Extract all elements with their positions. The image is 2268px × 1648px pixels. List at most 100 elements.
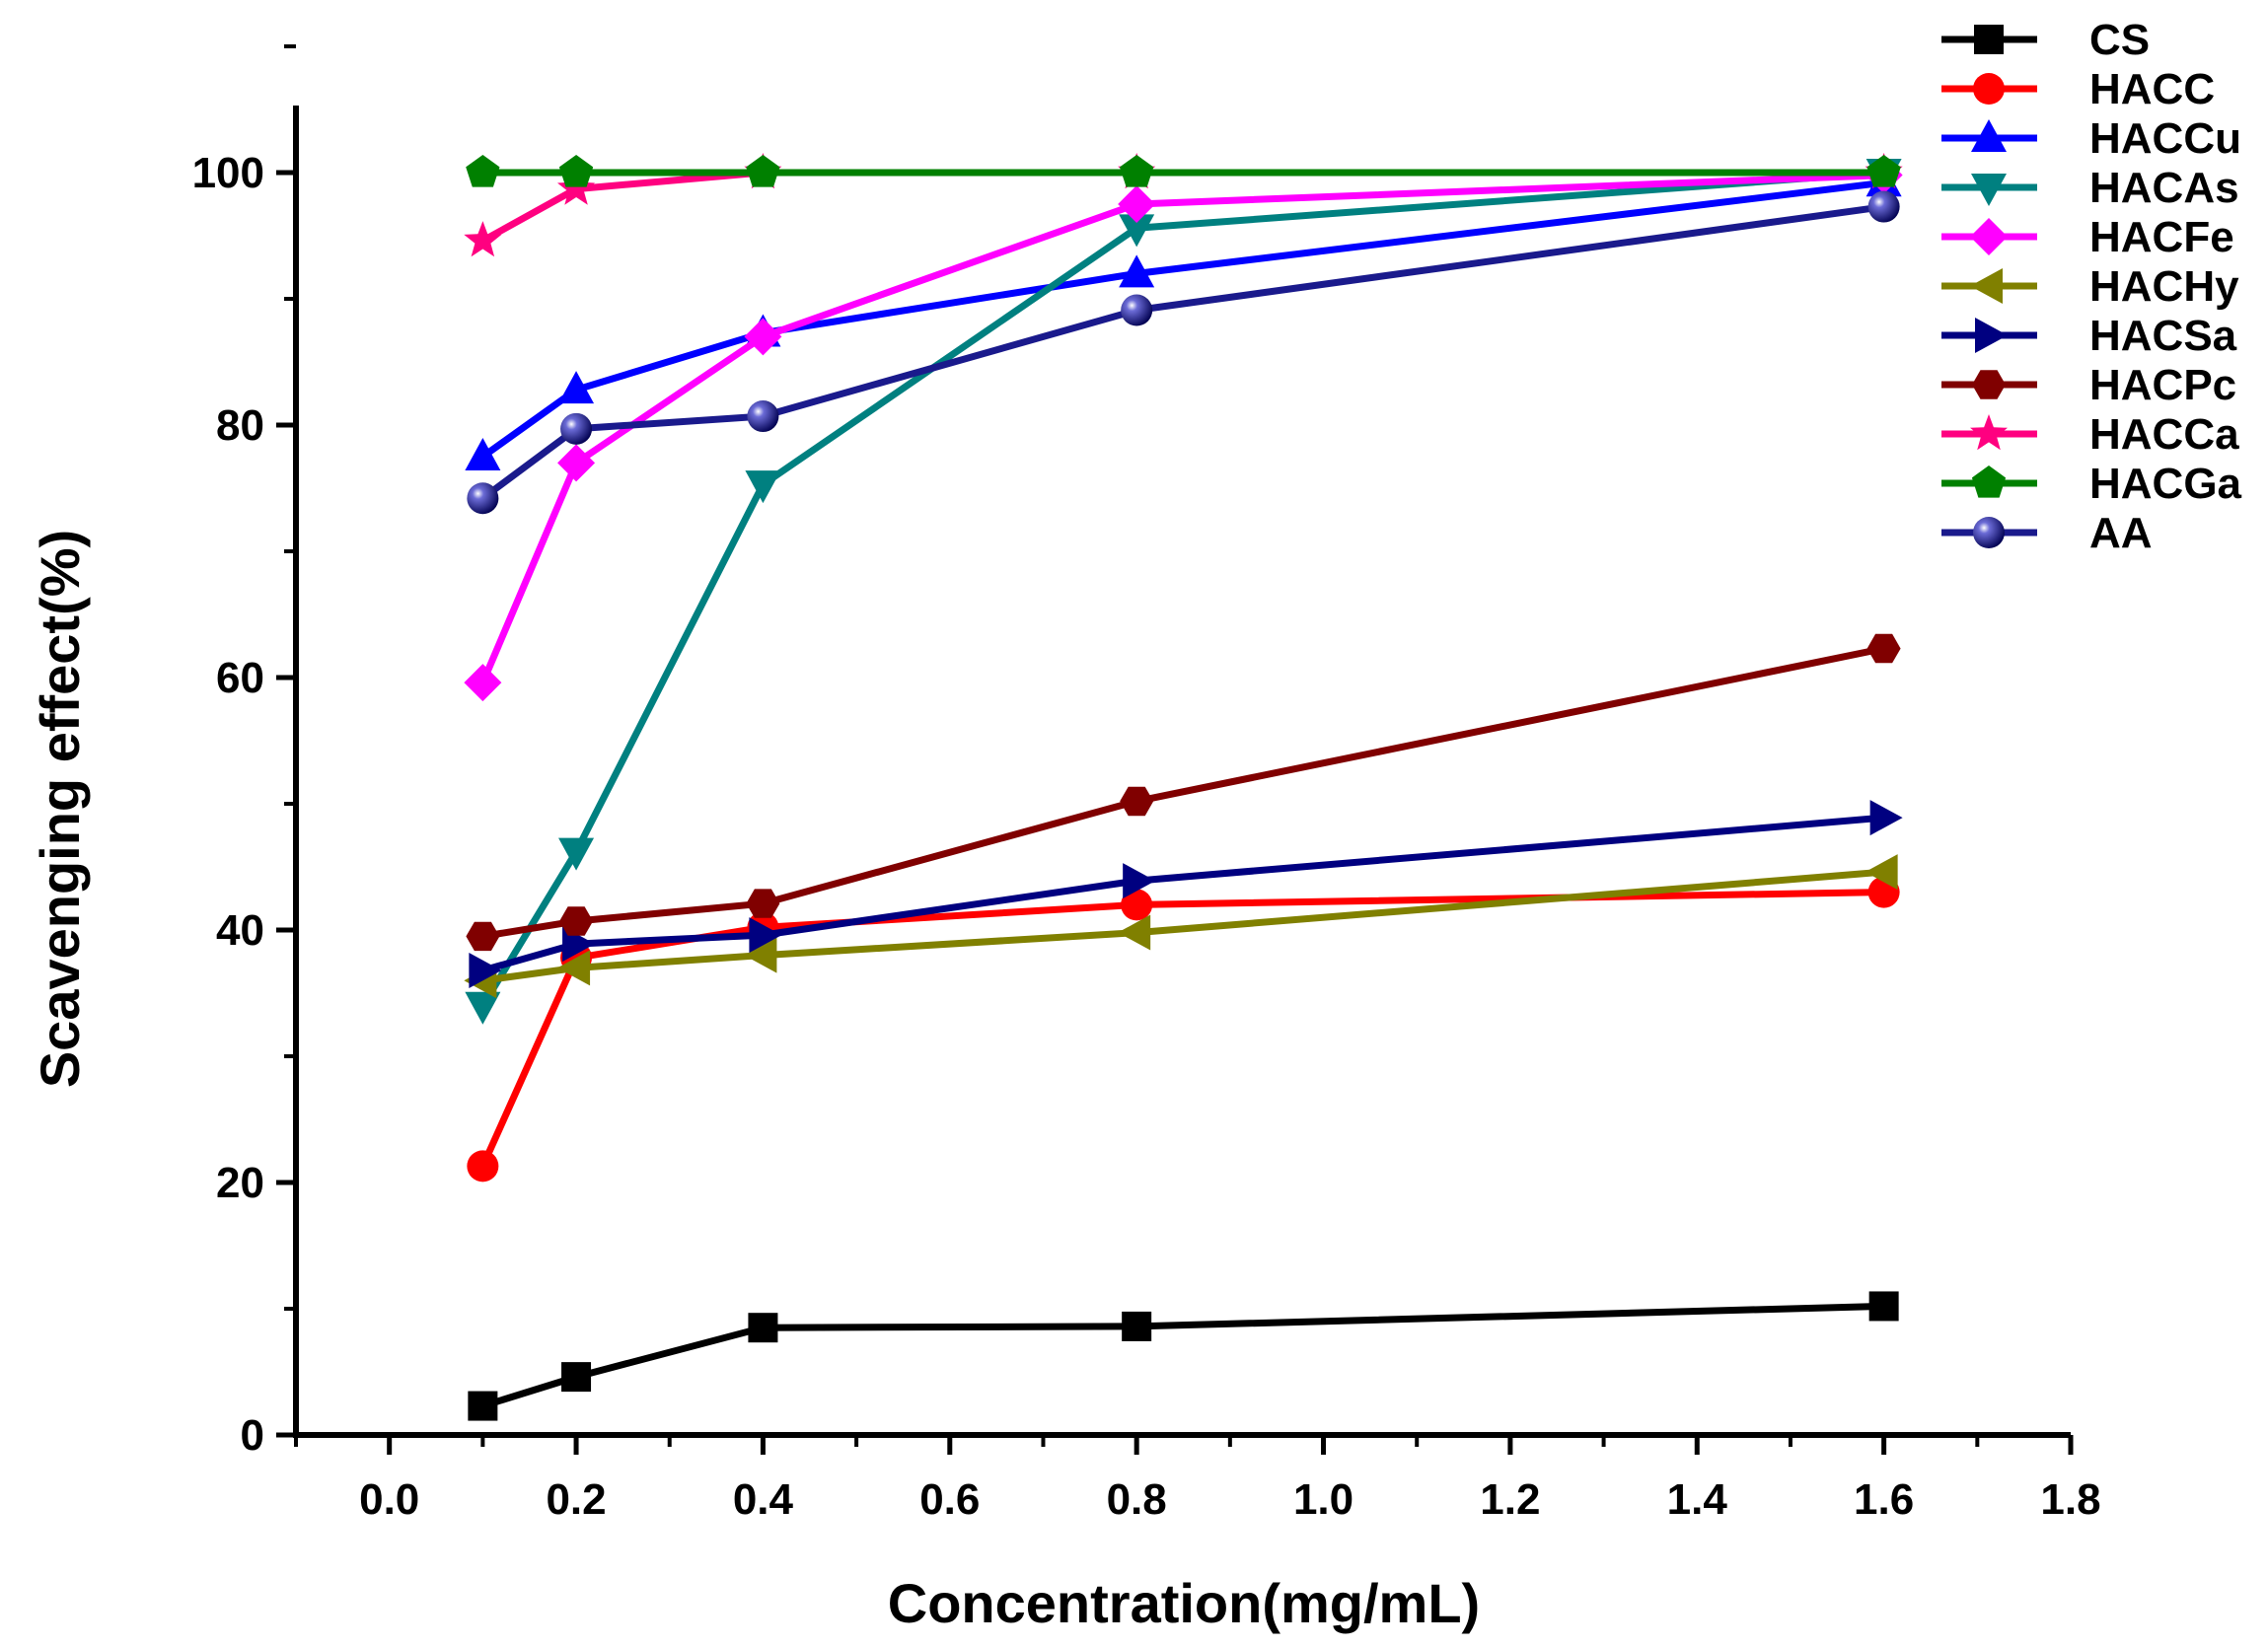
legend-item-hacpc: HACPc xyxy=(1941,361,2236,409)
data-point-hacga xyxy=(1866,155,1901,187)
data-point-haccu xyxy=(465,438,501,470)
legend-item-haccu: HACCu xyxy=(1941,114,2241,163)
legend-label: HACAs xyxy=(2089,164,2239,212)
legend-item-hacga: HACGa xyxy=(1941,460,2242,508)
series-line-hachy xyxy=(481,868,1884,984)
x-axis-title: Concentration(mg/mL) xyxy=(888,1572,1480,1634)
y-ticks: 0 20 40 60 80 100 xyxy=(192,44,296,1460)
legend-item-hachy: HACHy xyxy=(1941,262,2239,311)
axes xyxy=(293,106,2071,1438)
x-tick-label: 0.0 xyxy=(359,1475,419,1524)
y-tick-label: 100 xyxy=(192,149,264,197)
data-point-hacfe xyxy=(464,664,502,702)
data-point-cs xyxy=(468,1391,498,1421)
legend-item-hacas: HACAs xyxy=(1941,164,2239,212)
legend-marker xyxy=(1971,119,2007,152)
data-point-cs xyxy=(748,1313,778,1343)
legend-label: HACCa xyxy=(2089,410,2239,459)
series-line-hacas xyxy=(479,169,1884,1008)
data-point-hacga xyxy=(558,155,594,187)
data-point-hacas xyxy=(465,991,501,1025)
data-point-hacca xyxy=(464,221,502,257)
x-tick-label: 0.6 xyxy=(919,1475,980,1524)
legend-marker xyxy=(1971,466,2007,498)
series-hacpc xyxy=(466,633,1901,952)
data-point-hacsa xyxy=(1869,800,1903,836)
x-ticks: 0.0 0.2 0.4 0.6 0.8 1.0 1.2 1.4 1.6 1.8 xyxy=(294,1435,2101,1524)
legend-marker xyxy=(1970,218,2008,255)
series-line-hacc xyxy=(479,889,1884,1168)
series-hacga xyxy=(466,155,1901,187)
data-point-hacfe xyxy=(1118,185,1156,223)
legend-item-hacfe: HACFe xyxy=(1941,213,2234,261)
legend-label: HACSa xyxy=(2089,312,2237,360)
series-aa xyxy=(467,190,1900,515)
data-point-cs xyxy=(1868,1291,1899,1322)
x-tick-label: 1.8 xyxy=(2040,1475,2100,1524)
data-point-hacas xyxy=(558,837,595,871)
x-tick-label: 1.4 xyxy=(1667,1475,1728,1524)
y-tick-label: 60 xyxy=(216,654,264,702)
data-point-haccu xyxy=(1119,254,1155,288)
data-point-hacsa xyxy=(749,917,782,954)
data-point-hacas xyxy=(745,470,781,504)
x-tick-label: 0.2 xyxy=(546,1475,606,1524)
data-point-cs xyxy=(561,1362,592,1393)
y-tick-label: 0 xyxy=(241,1411,264,1460)
y-tick-label: 80 xyxy=(216,401,264,450)
data-point-hachy xyxy=(557,950,591,986)
data-point-hacpc xyxy=(466,921,500,952)
data-point-hachy xyxy=(744,937,777,973)
legend-item-cs: CS xyxy=(1941,16,2150,64)
legend-label: CS xyxy=(2089,16,2150,64)
legend-marker xyxy=(1970,268,2003,304)
data-point-hacga xyxy=(1120,155,1154,187)
legend-marker xyxy=(1973,73,2005,105)
data-point-hacfe xyxy=(557,444,596,482)
legend-marker xyxy=(1972,370,2006,399)
data-point-hacsa xyxy=(1123,863,1156,899)
data-point-aa xyxy=(1121,294,1153,326)
data-point-hacsa xyxy=(469,952,502,988)
data-point-hacpc xyxy=(746,889,780,918)
x-tick-label: 1.2 xyxy=(1480,1475,1540,1524)
x-tick-label: 0.8 xyxy=(1107,1475,1167,1524)
legend-label: HACHy xyxy=(2089,262,2239,311)
series-cs xyxy=(468,1291,1899,1421)
data-point-hacga xyxy=(466,155,500,187)
data-point-cs xyxy=(1122,1311,1152,1341)
data-point-hachy xyxy=(1118,914,1151,951)
data-point-hacpc xyxy=(1120,786,1154,817)
legend-marker xyxy=(1970,414,2008,451)
data-point-hacc xyxy=(467,1150,499,1182)
data-point-hachy xyxy=(1865,854,1898,891)
data-point-hacas xyxy=(1119,214,1155,248)
x-tick-label: 1.6 xyxy=(1854,1475,1914,1524)
series-layer xyxy=(464,153,1903,1421)
x-tick-label: 1.0 xyxy=(1293,1475,1353,1524)
data-point-hacga xyxy=(746,155,780,187)
data-point-aa xyxy=(467,482,499,515)
data-point-aa xyxy=(747,400,779,433)
legend-marker xyxy=(1975,318,2008,353)
legend-marker xyxy=(1971,174,2007,206)
series-hacc xyxy=(467,876,1900,1182)
legend-item-hacc: HACC xyxy=(1941,65,2215,113)
legend-marker xyxy=(1973,517,2005,548)
data-point-aa xyxy=(560,412,593,445)
data-point-hacfe xyxy=(744,318,782,356)
y-axis-title: Scavenging effect(%) xyxy=(29,530,91,1088)
legend-item-hacsa: HACSa xyxy=(1941,312,2237,360)
y-tick-label: 20 xyxy=(216,1159,264,1207)
legend-item-aa: AA xyxy=(1941,509,2153,557)
data-point-haccu xyxy=(558,371,595,404)
legend-label: HACCu xyxy=(2089,114,2241,163)
legend-label: AA xyxy=(2089,509,2153,557)
legend: CSHACCHACCuHACAsHACFeHACHyHACSaHACPcHACC… xyxy=(1941,16,2242,557)
data-point-hacpc xyxy=(559,906,594,936)
legend-label: HACPc xyxy=(2089,361,2236,409)
legend-item-hacca: HACCa xyxy=(1941,410,2239,459)
y-tick-label: 40 xyxy=(216,906,264,955)
series-line-cs xyxy=(481,1302,1884,1409)
